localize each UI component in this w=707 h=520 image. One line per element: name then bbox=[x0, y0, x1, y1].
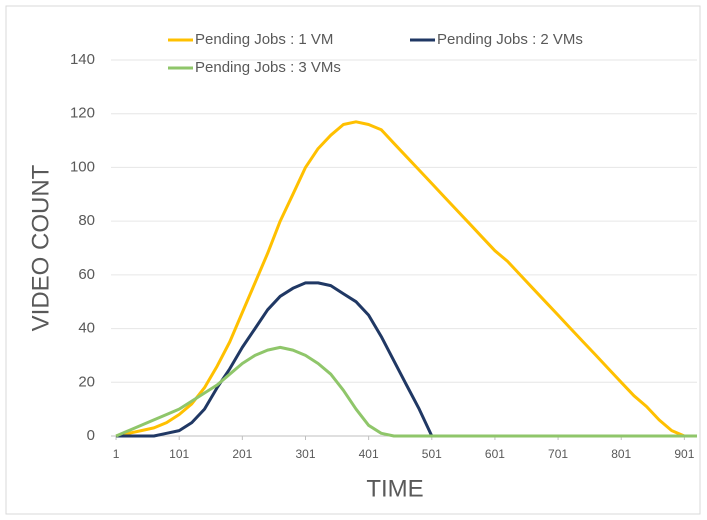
line-series bbox=[115, 345, 697, 438]
line-series bbox=[116, 281, 697, 438]
x-tick-label: 1 bbox=[113, 447, 120, 461]
x-tick-label: 701 bbox=[548, 447, 568, 461]
y-tick-label: 60 bbox=[78, 266, 95, 283]
legend-label: Pending Jobs : 1 VM bbox=[195, 31, 333, 48]
y-tick-label: 120 bbox=[70, 105, 95, 122]
chart-border bbox=[5, 5, 701, 515]
y-tick-label: 80 bbox=[78, 212, 95, 229]
x-tick-label: 401 bbox=[359, 447, 379, 461]
x-tick-label: 201 bbox=[232, 447, 252, 461]
y-tick-label: 0 bbox=[87, 427, 95, 444]
x-tick-label: 301 bbox=[295, 447, 315, 461]
y-tick-label: 100 bbox=[70, 158, 95, 175]
y-tick-label: 20 bbox=[78, 373, 95, 390]
y-tick-label: 140 bbox=[70, 51, 95, 68]
x-tick-label: 101 bbox=[169, 447, 189, 461]
y-axis-title: VIDEO COUNT bbox=[27, 164, 54, 331]
y-tick-label: 40 bbox=[78, 320, 95, 337]
legend-label: Pending Jobs : 2 VMs bbox=[437, 31, 583, 48]
x-tick-label: 601 bbox=[485, 447, 505, 461]
line-series bbox=[115, 120, 697, 438]
x-tick-label: 501 bbox=[422, 447, 442, 461]
x-tick-label: 801 bbox=[611, 447, 631, 461]
x-tick-label: 901 bbox=[674, 447, 694, 461]
x-axis-title: TIME bbox=[366, 475, 423, 502]
legend-label: Pending Jobs : 3 VMs bbox=[195, 59, 341, 76]
